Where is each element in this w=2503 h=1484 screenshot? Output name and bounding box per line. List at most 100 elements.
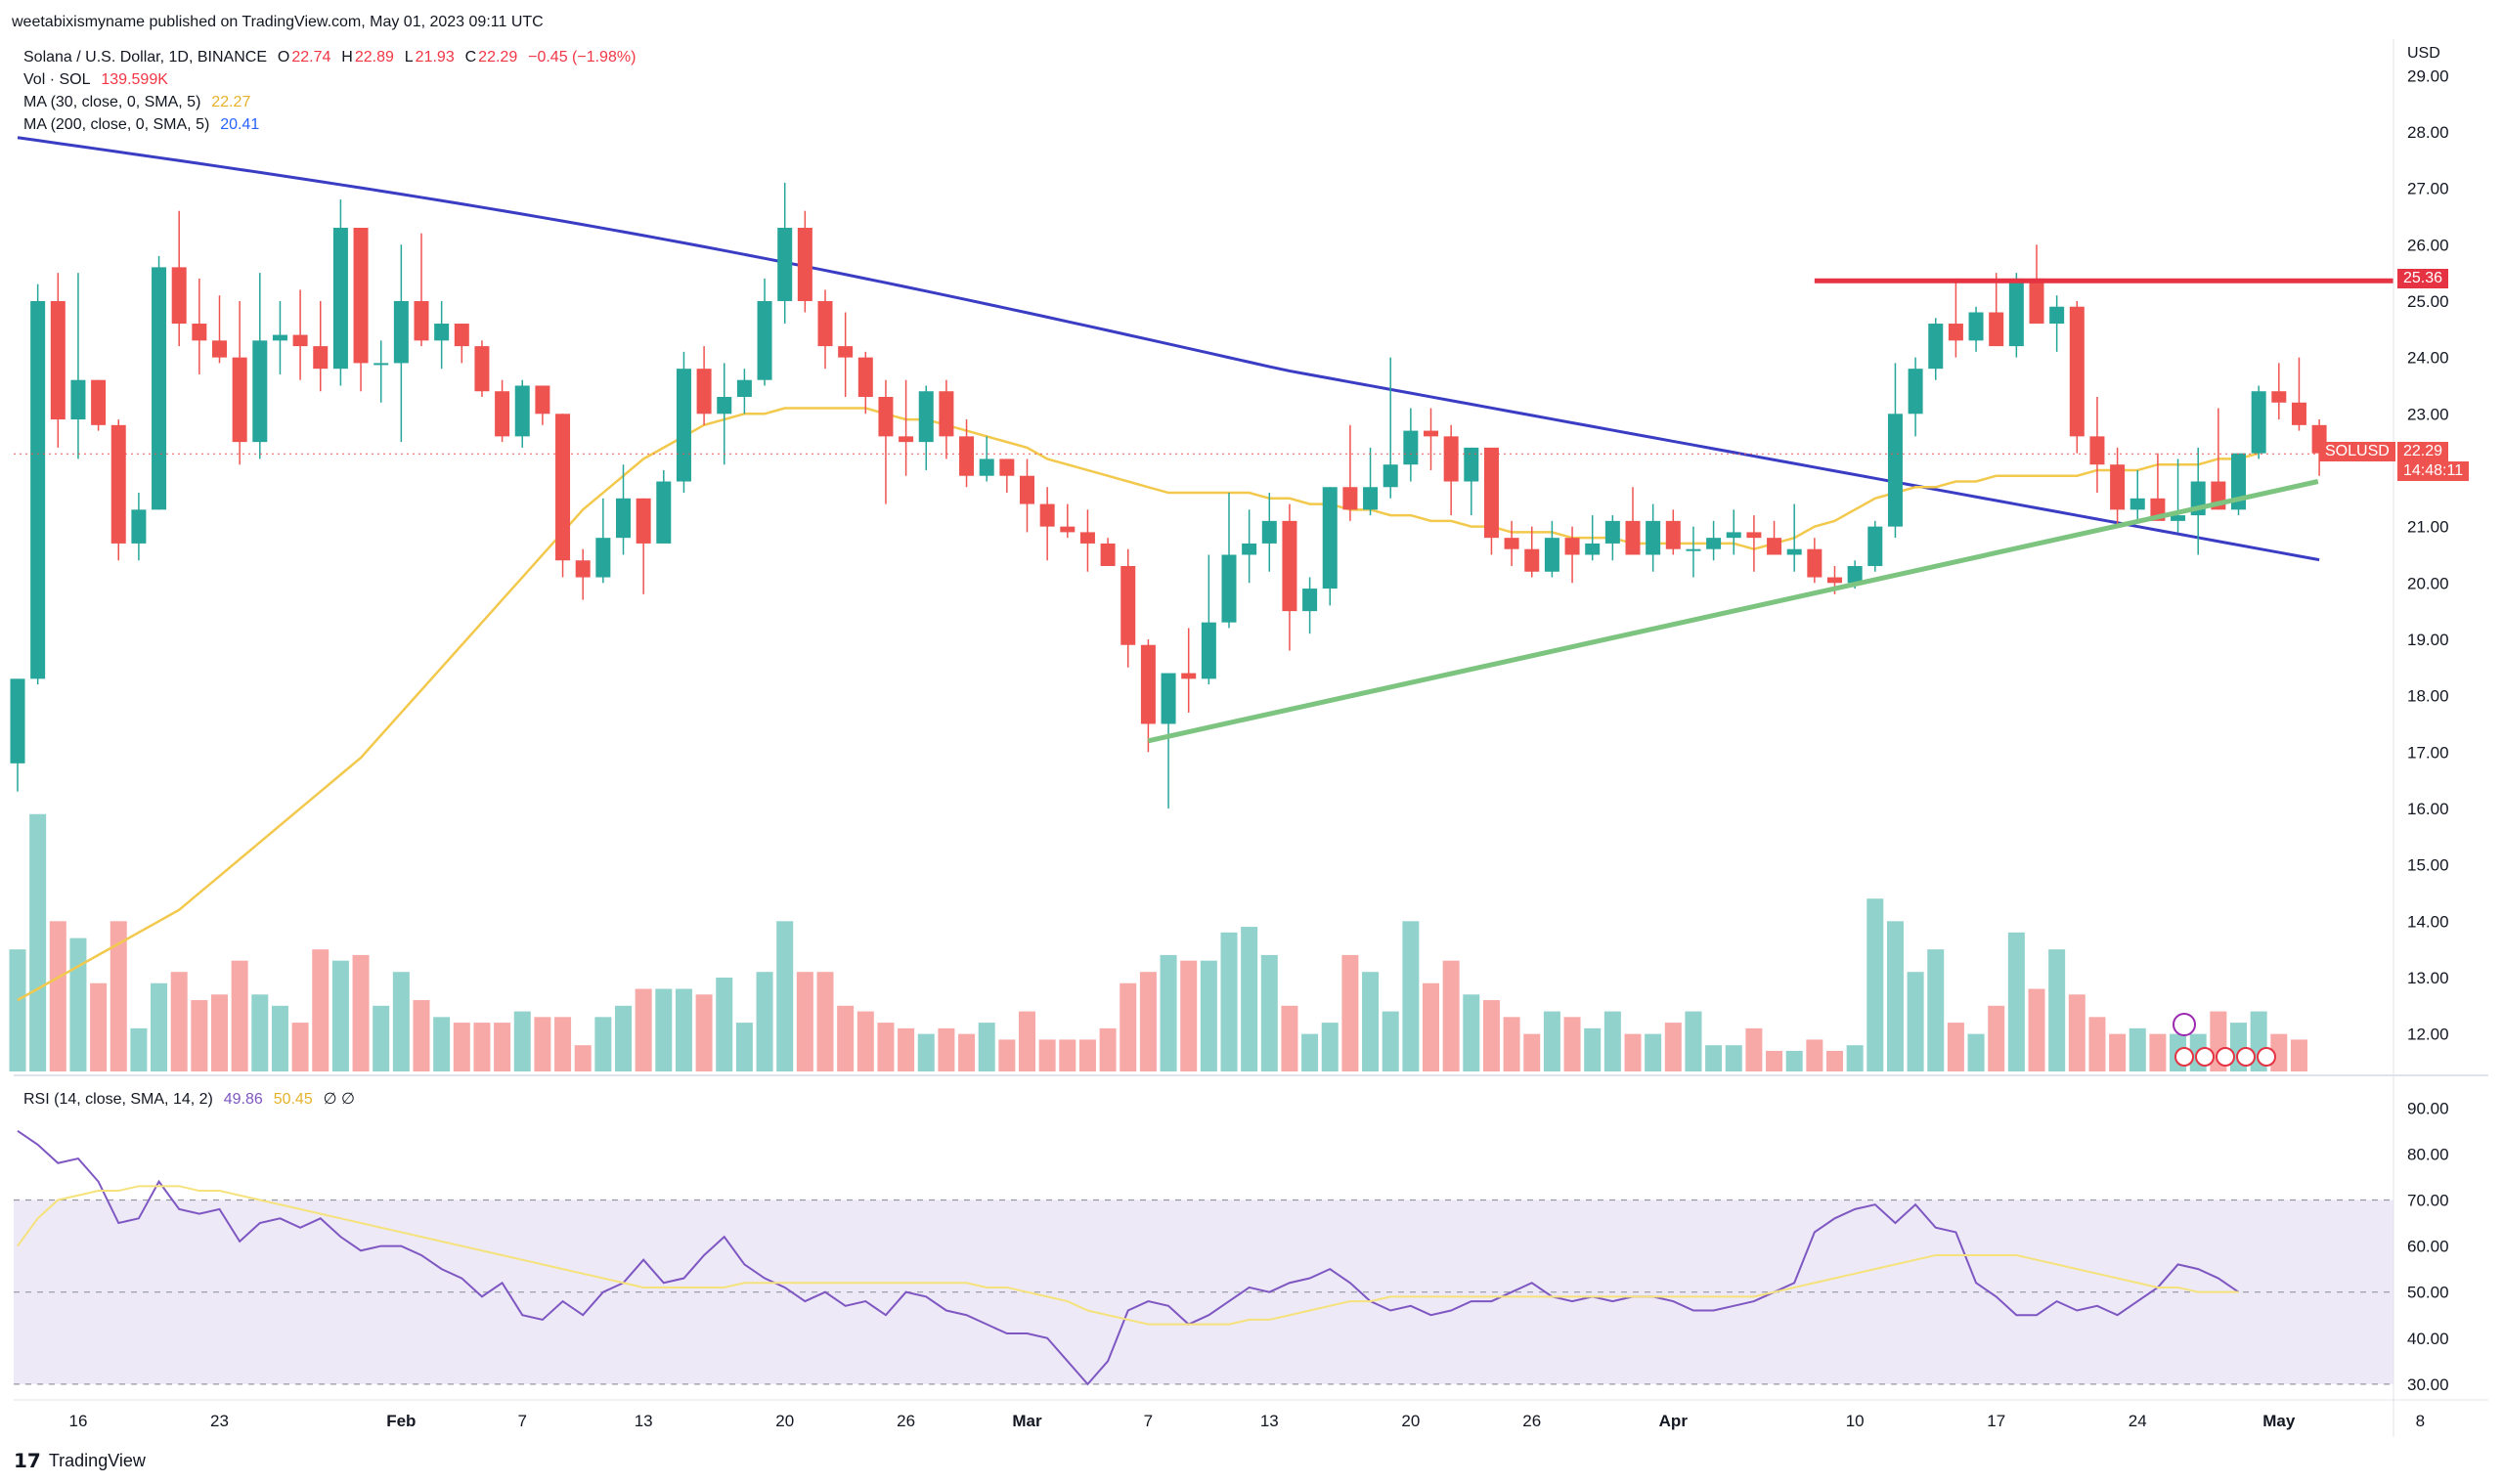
candle-body bbox=[474, 346, 490, 392]
legend-ma200-row: MA (200, close, 0, SMA, 5) 20.41 bbox=[23, 116, 261, 134]
volume-bar bbox=[1947, 1023, 1964, 1071]
x-tick-label: 23 bbox=[210, 1412, 229, 1430]
candle-body bbox=[2171, 515, 2186, 521]
volume-bar bbox=[1059, 1039, 1076, 1071]
candle-body bbox=[10, 678, 25, 764]
volume-label[interactable]: Vol · SOL bbox=[23, 71, 91, 88]
candle-body bbox=[434, 324, 450, 341]
volume-bar bbox=[433, 1017, 451, 1071]
volume-bar bbox=[291, 1023, 309, 1071]
volume-bar bbox=[1806, 1039, 1823, 1071]
ma200-label[interactable]: MA (200, close, 0, SMA, 5) bbox=[23, 116, 210, 133]
candle-body bbox=[1847, 566, 1863, 584]
volume-bar bbox=[735, 1023, 753, 1071]
volume-bar bbox=[1886, 921, 1904, 1071]
candle-body bbox=[454, 324, 469, 347]
x-tick-label: 17 bbox=[1987, 1412, 2005, 1430]
close-value: 22.29 bbox=[478, 49, 518, 65]
candle-body bbox=[959, 436, 975, 476]
x-tick-label: 16 bbox=[68, 1412, 87, 1430]
candle-body bbox=[313, 346, 329, 370]
volume-bar bbox=[554, 1017, 572, 1071]
candle-body bbox=[1464, 447, 1479, 482]
candle-body bbox=[535, 385, 550, 415]
volume-bar bbox=[1766, 1050, 1783, 1071]
volume-bar bbox=[352, 954, 370, 1071]
volume-bar bbox=[2129, 1027, 2146, 1071]
rsi-label[interactable]: RSI (14, close, SMA, 14, 2) bbox=[23, 1091, 213, 1108]
legend-rsi-row: RSI (14, close, SMA, 14, 2) 49.86 50.45 … bbox=[23, 1089, 357, 1109]
candle-body bbox=[373, 363, 389, 366]
legend-symbol[interactable]: Solana / U.S. Dollar, 1D, BINANCE bbox=[23, 49, 267, 65]
x-tick-label: 13 bbox=[635, 1412, 653, 1430]
candle-body bbox=[2049, 306, 2065, 325]
x-tick-label: 8 bbox=[2416, 1412, 2425, 1430]
x-tick-label: 7 bbox=[1144, 1412, 1153, 1430]
legend-ma30-row: MA (30, close, 0, SMA, 5) 22.27 bbox=[23, 94, 252, 111]
ma30-line bbox=[17, 407, 2260, 1002]
candle-body bbox=[878, 397, 894, 437]
volume-bar bbox=[1038, 1039, 1056, 1071]
volume-bar bbox=[1139, 972, 1157, 1071]
volume-bar bbox=[1563, 1017, 1581, 1071]
candle-body bbox=[1968, 312, 1984, 341]
volume-bar bbox=[494, 1023, 511, 1071]
volume-bar bbox=[331, 960, 349, 1071]
candle-body bbox=[2110, 464, 2126, 510]
price-tick-label: 20.00 bbox=[2407, 574, 2449, 592]
candle-body bbox=[1706, 538, 1722, 549]
volume-bar bbox=[130, 1027, 148, 1071]
ma30-label[interactable]: MA (30, close, 0, SMA, 5) bbox=[23, 94, 201, 110]
volume-bar bbox=[816, 972, 834, 1071]
candle-body bbox=[899, 436, 914, 443]
price-tick-label: 26.00 bbox=[2407, 236, 2449, 254]
candle-body bbox=[232, 357, 247, 443]
candle-body bbox=[353, 228, 369, 364]
candle-body bbox=[171, 267, 187, 325]
volume-bar bbox=[211, 994, 228, 1071]
candle-body bbox=[1989, 312, 2004, 347]
candles-group[interactable] bbox=[10, 182, 2327, 808]
candle-body bbox=[1928, 324, 1944, 370]
event-flag-icon bbox=[2216, 1047, 2235, 1067]
candle-body bbox=[1140, 644, 1156, 724]
candle-body bbox=[1039, 503, 1055, 527]
candle-body bbox=[757, 300, 772, 380]
candle-body bbox=[2008, 278, 2024, 347]
ma30-value: 22.27 bbox=[211, 94, 251, 110]
volume-bar bbox=[958, 1033, 976, 1071]
rsi-tick-label: 40.00 bbox=[2407, 1330, 2449, 1348]
candle-body bbox=[1443, 436, 1459, 482]
candle-body bbox=[1686, 548, 1701, 551]
volume-bar bbox=[2290, 1039, 2307, 1071]
candle-body bbox=[1363, 487, 1379, 510]
tradingview-logo[interactable]: 𝟭𝟳 TradingView bbox=[14, 1449, 146, 1473]
volume-bar bbox=[1463, 994, 1480, 1071]
candle-body bbox=[1201, 622, 1216, 679]
volume-bar bbox=[534, 1017, 551, 1071]
volume-bar bbox=[655, 988, 673, 1071]
rsi-tick-label: 90.00 bbox=[2407, 1099, 2449, 1117]
price-tick-label: 24.00 bbox=[2407, 349, 2449, 368]
candle-body bbox=[1322, 487, 1338, 589]
x-tick-label: 7 bbox=[518, 1412, 527, 1430]
volume-bar bbox=[1078, 1039, 1096, 1071]
candle-body bbox=[1403, 430, 1419, 465]
volume-bar bbox=[1603, 1011, 1621, 1071]
volume-bar bbox=[1584, 1027, 1602, 1071]
x-tick-label: Feb bbox=[386, 1412, 416, 1430]
lines-group[interactable] bbox=[14, 278, 2393, 1067]
candle-body bbox=[555, 414, 571, 561]
candle-body bbox=[1100, 543, 1116, 566]
volume-bar bbox=[635, 988, 652, 1071]
x-tick-label: 20 bbox=[1401, 1412, 1420, 1430]
rsi-extra: ∅ ∅ bbox=[323, 1091, 355, 1108]
candle-body bbox=[2089, 436, 2105, 465]
candle-body bbox=[1261, 520, 1277, 544]
event-flag-icon bbox=[2257, 1047, 2276, 1067]
candle-body bbox=[676, 369, 691, 482]
legend-symbol-row: Solana / U.S. Dollar, 1D, BINANCE O 22.74… bbox=[23, 49, 637, 66]
volume-bar bbox=[392, 972, 410, 1071]
candle-body bbox=[272, 334, 287, 341]
